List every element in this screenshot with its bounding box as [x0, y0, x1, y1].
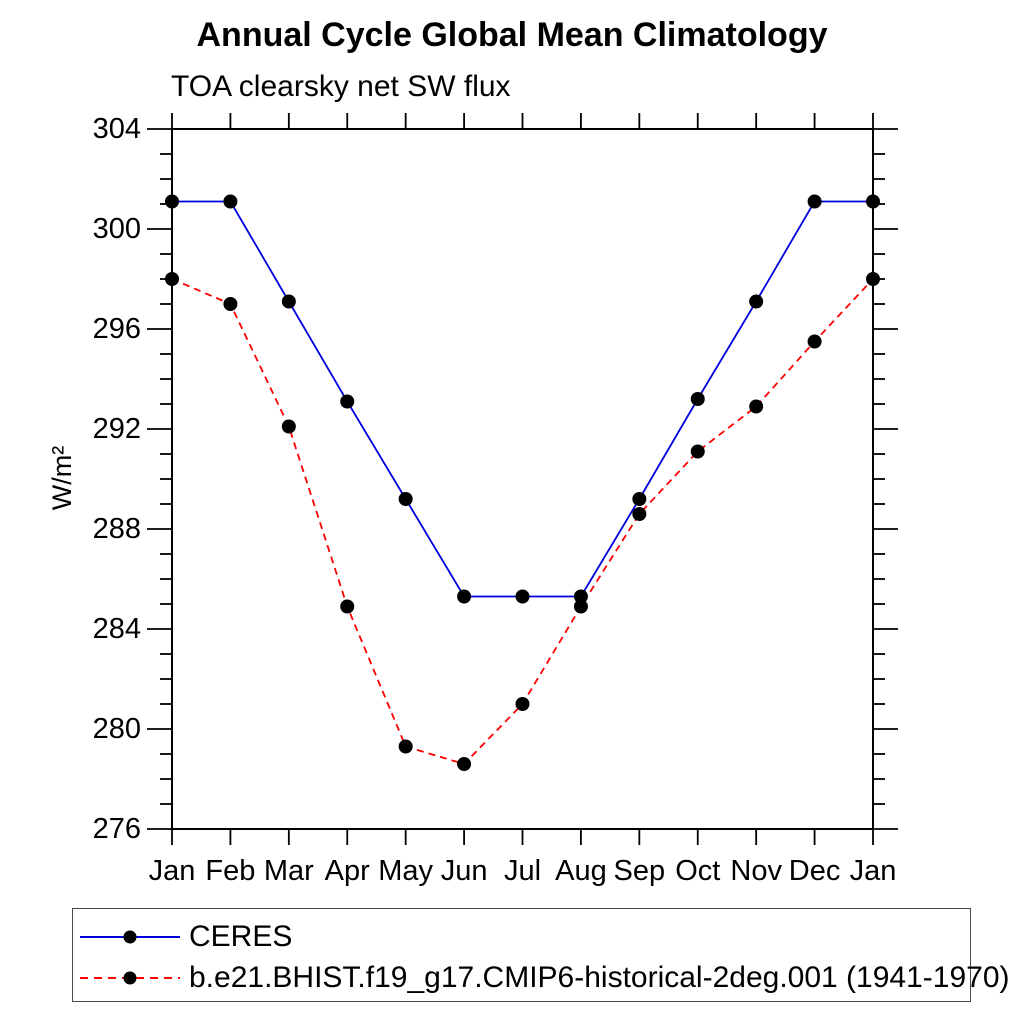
y-tick-label: 280: [93, 713, 141, 745]
data-point-marker: [340, 394, 355, 409]
data-point-marker: [749, 294, 764, 309]
legend-box: CERES b.e21.BHIST.f19_g17.CMIP6-historic…: [72, 908, 1010, 1002]
y-tick-label: 296: [93, 313, 141, 345]
plot-frame: [171, 128, 874, 830]
legend-marker-icon: [123, 971, 137, 985]
y-tick-label: 276: [93, 813, 141, 845]
data-point-marker: [690, 444, 705, 459]
legend-label-ceres: CERES: [189, 920, 293, 953]
x-tick-label: May: [378, 855, 433, 887]
data-point-marker: [457, 757, 472, 771]
legend-marker-icon: [123, 930, 137, 944]
y-tick-label: 304: [93, 113, 141, 145]
x-tick-label: Mar: [264, 855, 314, 887]
model-line: [171, 278, 874, 766]
page-title: Annual Cycle Global Mean Climatology: [196, 16, 828, 54]
data-point-marker: [866, 272, 880, 286]
data-point-marker: [165, 194, 179, 209]
ceres-line-sample: [80, 930, 180, 944]
data-point-marker: [223, 297, 238, 311]
x-tick-label: Aug: [555, 855, 607, 887]
data-point-marker: [165, 272, 179, 286]
data-point-marker: [340, 599, 355, 614]
x-tick-label: Jul: [504, 855, 541, 887]
data-point-marker: [398, 492, 413, 506]
data-point-marker: [866, 194, 880, 209]
y-tick-label: 292: [93, 413, 141, 445]
x-tick-label: Sep: [614, 855, 666, 887]
x-tick-label: Jan: [149, 855, 196, 887]
y-tick-label: 284: [93, 613, 141, 645]
x-tick-label: Dec: [789, 855, 841, 887]
data-point-marker: [223, 194, 238, 209]
x-tick-label: Nov: [730, 855, 782, 887]
data-point-marker: [807, 194, 822, 209]
data-point-marker: [632, 492, 647, 506]
data-point-marker: [457, 589, 472, 604]
data-point-marker: [281, 419, 296, 434]
data-point-marker: [515, 589, 530, 604]
x-tick-label: Jun: [441, 855, 488, 887]
model-line-sample: [80, 971, 180, 985]
legend-label-model: b.e21.BHIST.f19_g17.CMIP6-historical-2de…: [189, 961, 1010, 994]
x-tick-label: Oct: [675, 855, 720, 887]
y-tick-label: 288: [93, 513, 141, 545]
chart-subtitle: TOA clearsky net SW flux: [171, 70, 511, 103]
x-tick-label: Jan: [850, 855, 897, 887]
legend-item-ceres: CERES: [77, 920, 293, 953]
x-tick-label: Feb: [205, 855, 255, 887]
y-tick-label: 300: [93, 213, 141, 245]
data-point-marker: [515, 697, 530, 711]
data-point-marker: [398, 739, 413, 754]
data-point-marker: [749, 399, 764, 414]
data-point-marker: [281, 294, 296, 309]
data-point-marker: [690, 392, 705, 406]
legend-item-model: b.e21.BHIST.f19_g17.CMIP6-historical-2de…: [77, 961, 1010, 994]
data-point-marker: [573, 589, 588, 604]
data-point-marker: [632, 507, 647, 521]
data-point-marker: [573, 599, 588, 614]
x-tick-label: Apr: [325, 855, 370, 887]
data-point-marker: [807, 334, 822, 349]
ceres-line: [172, 200, 873, 598]
